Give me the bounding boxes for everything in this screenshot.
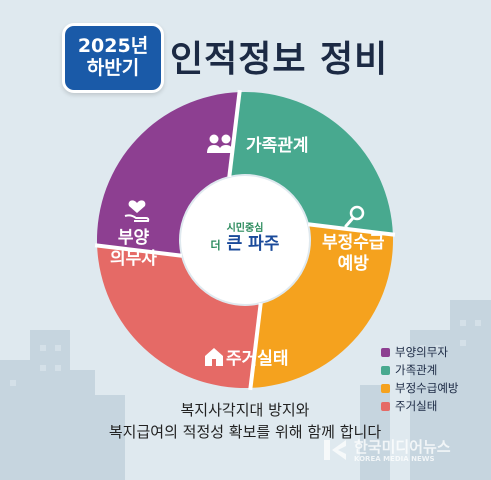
slogan-main: 큰 파주 [226,234,280,254]
center-slogan: 시민중심 더 큰 파주 [205,223,285,254]
segment-fraud [250,224,393,388]
legend-item-housing: 주거실태 [381,397,458,415]
watermark: 한국미디어뉴스 KOREA MEDIA NEWS [322,433,487,467]
people-icon [209,134,219,144]
caption: 복지사각지대 방지와 복지급여의 적정성 확보를 위해 함께 합니다 [90,400,400,444]
legend: 부양의무자 가족관계 부정수급예방 주거실태 [381,343,458,415]
legend-label: 가족관계 [395,363,438,377]
legend-label: 부정수급예방 [395,381,459,395]
legend-swatch [381,365,390,375]
legend-swatch [381,383,390,393]
segment-divider [307,222,396,237]
housing-label-line-1: 주거실태 [226,349,289,369]
watermark-subtext: KOREA MEDIA NEWS [354,455,435,463]
house-icon [212,359,216,366]
center-disc [181,176,309,304]
heart-hand-icon [124,214,150,222]
heart-hand-icon [128,200,146,213]
segment-divider [248,302,263,391]
legend-label: 주거실태 [395,399,438,413]
house-icon [205,348,223,366]
family-label-line-1: 가족관계 [246,136,309,156]
badge-half: 하반기 [86,57,140,79]
legend-item-fraud: 부정수급예방 [381,379,458,397]
period-badge: 2025년 하반기 [62,23,164,93]
support-label-line-2: 의무자 [110,249,157,270]
watermark-logo-icon [324,440,346,460]
segment-label-family: 가족관계 [246,136,309,157]
people-icon [221,134,231,144]
badge-year: 2025년 [77,35,149,58]
caption-line-2: 복지급여의 적정성 확보를 위해 함께 합니다 [108,422,382,441]
fraud-label-line-2: 예방 [337,254,369,275]
magnifier-icon [344,216,355,228]
segment-divider [227,89,242,178]
watermark-text: 한국미디어뉴스 [354,438,451,456]
segment-housing [97,245,261,389]
legend-label: 부양의무자 [395,345,448,359]
legend-item-family: 가족관계 [381,361,458,379]
segment-family [229,91,393,235]
magnifier-icon [349,205,365,221]
support-label-line-1: 부양 [117,228,150,248]
people-icon [207,145,221,153]
segment-label-housing: 주거실태 [226,349,289,370]
legend-swatch [381,401,390,411]
legend-swatch [381,347,390,357]
fraud-label-line-1: 부정수급 [322,233,385,253]
segment-divider [94,243,183,258]
people-icon [219,145,233,153]
slogan-prefix: 더 [210,239,221,252]
segment-label-fraud: 부정수급 예방 [322,233,385,276]
caption-line-1: 복지사각지대 방지와 [180,401,310,419]
segment-label-support: 부양 의무자 [110,228,157,271]
slogan-top: 시민중심 [226,223,264,234]
legend-item-support: 부양의무자 [381,343,458,361]
slogan-main-line: 더 큰 파주 [205,234,285,254]
page-title: 인적정보 정비 [170,39,389,80]
